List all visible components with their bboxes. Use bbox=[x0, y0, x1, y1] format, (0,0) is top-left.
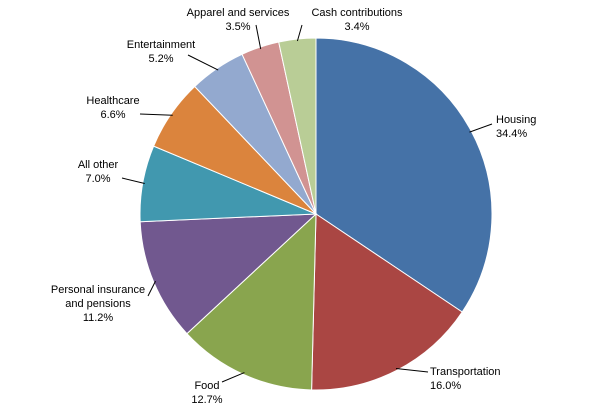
pie-slices bbox=[139, 37, 493, 391]
slice-label: All other 7.0% bbox=[78, 159, 119, 185]
slice-value-label: 3.5% bbox=[225, 21, 250, 33]
slice-label: Housing 34.4% bbox=[496, 114, 536, 140]
slice-label: Healthcare 6.6% bbox=[86, 95, 139, 121]
slice-label: Cash contributions 3.4% bbox=[311, 7, 403, 33]
pie-slice bbox=[278, 37, 317, 215]
leader-line bbox=[255, 24, 262, 50]
leader-line bbox=[187, 54, 219, 71]
slice-category-label: Healthcare bbox=[86, 95, 139, 107]
slice-category-label: Cash contributions bbox=[311, 7, 403, 19]
pie-slice bbox=[311, 213, 463, 391]
slice-label: Personal insurance and pensions 11.2% bbox=[51, 284, 145, 324]
leader-line bbox=[469, 123, 493, 133]
slice-category-label: and pensions bbox=[65, 298, 131, 310]
slice-value-label: 6.6% bbox=[100, 109, 125, 121]
slice-category-label: Housing bbox=[496, 114, 536, 126]
slice-label: Transportation 16.0% bbox=[430, 366, 501, 392]
leader-line bbox=[139, 113, 173, 116]
slice-value-label: 7.0% bbox=[85, 173, 110, 185]
slice-value-label: 3.4% bbox=[344, 21, 369, 33]
slice-label: Apparel and services 3.5% bbox=[187, 7, 290, 33]
slice-value-label: 5.2% bbox=[148, 53, 173, 65]
leader-line bbox=[296, 24, 303, 42]
slice-value-label: 11.2% bbox=[83, 312, 114, 324]
slice-label: Entertainment 5.2% bbox=[127, 39, 195, 65]
slice-value-label: 34.4% bbox=[496, 128, 527, 140]
leader-line bbox=[121, 177, 145, 184]
pie-slice bbox=[186, 212, 317, 391]
slice-category-label: Transportation bbox=[430, 366, 501, 378]
leader-line bbox=[221, 372, 245, 383]
slice-category-label: Personal insurance bbox=[51, 284, 145, 296]
slice-value-label: 12.7% bbox=[191, 394, 222, 406]
leader-line bbox=[395, 368, 429, 373]
leader-line bbox=[147, 280, 156, 297]
slice-labels: Housing 34.4% Transportation 16.0% Food 12.7%… bbox=[51, 7, 536, 406]
slice-category-label: Food bbox=[194, 380, 219, 392]
slice-category-label: Entertainment bbox=[127, 39, 195, 51]
pie-slice bbox=[139, 213, 318, 335]
slice-category-label: All other bbox=[78, 159, 119, 171]
slice-value-label: 16.0% bbox=[430, 380, 461, 392]
slice-label: Food 12.7% bbox=[191, 380, 222, 406]
leader-lines bbox=[121, 24, 493, 383]
slice-category-label: Apparel and services bbox=[187, 7, 290, 19]
